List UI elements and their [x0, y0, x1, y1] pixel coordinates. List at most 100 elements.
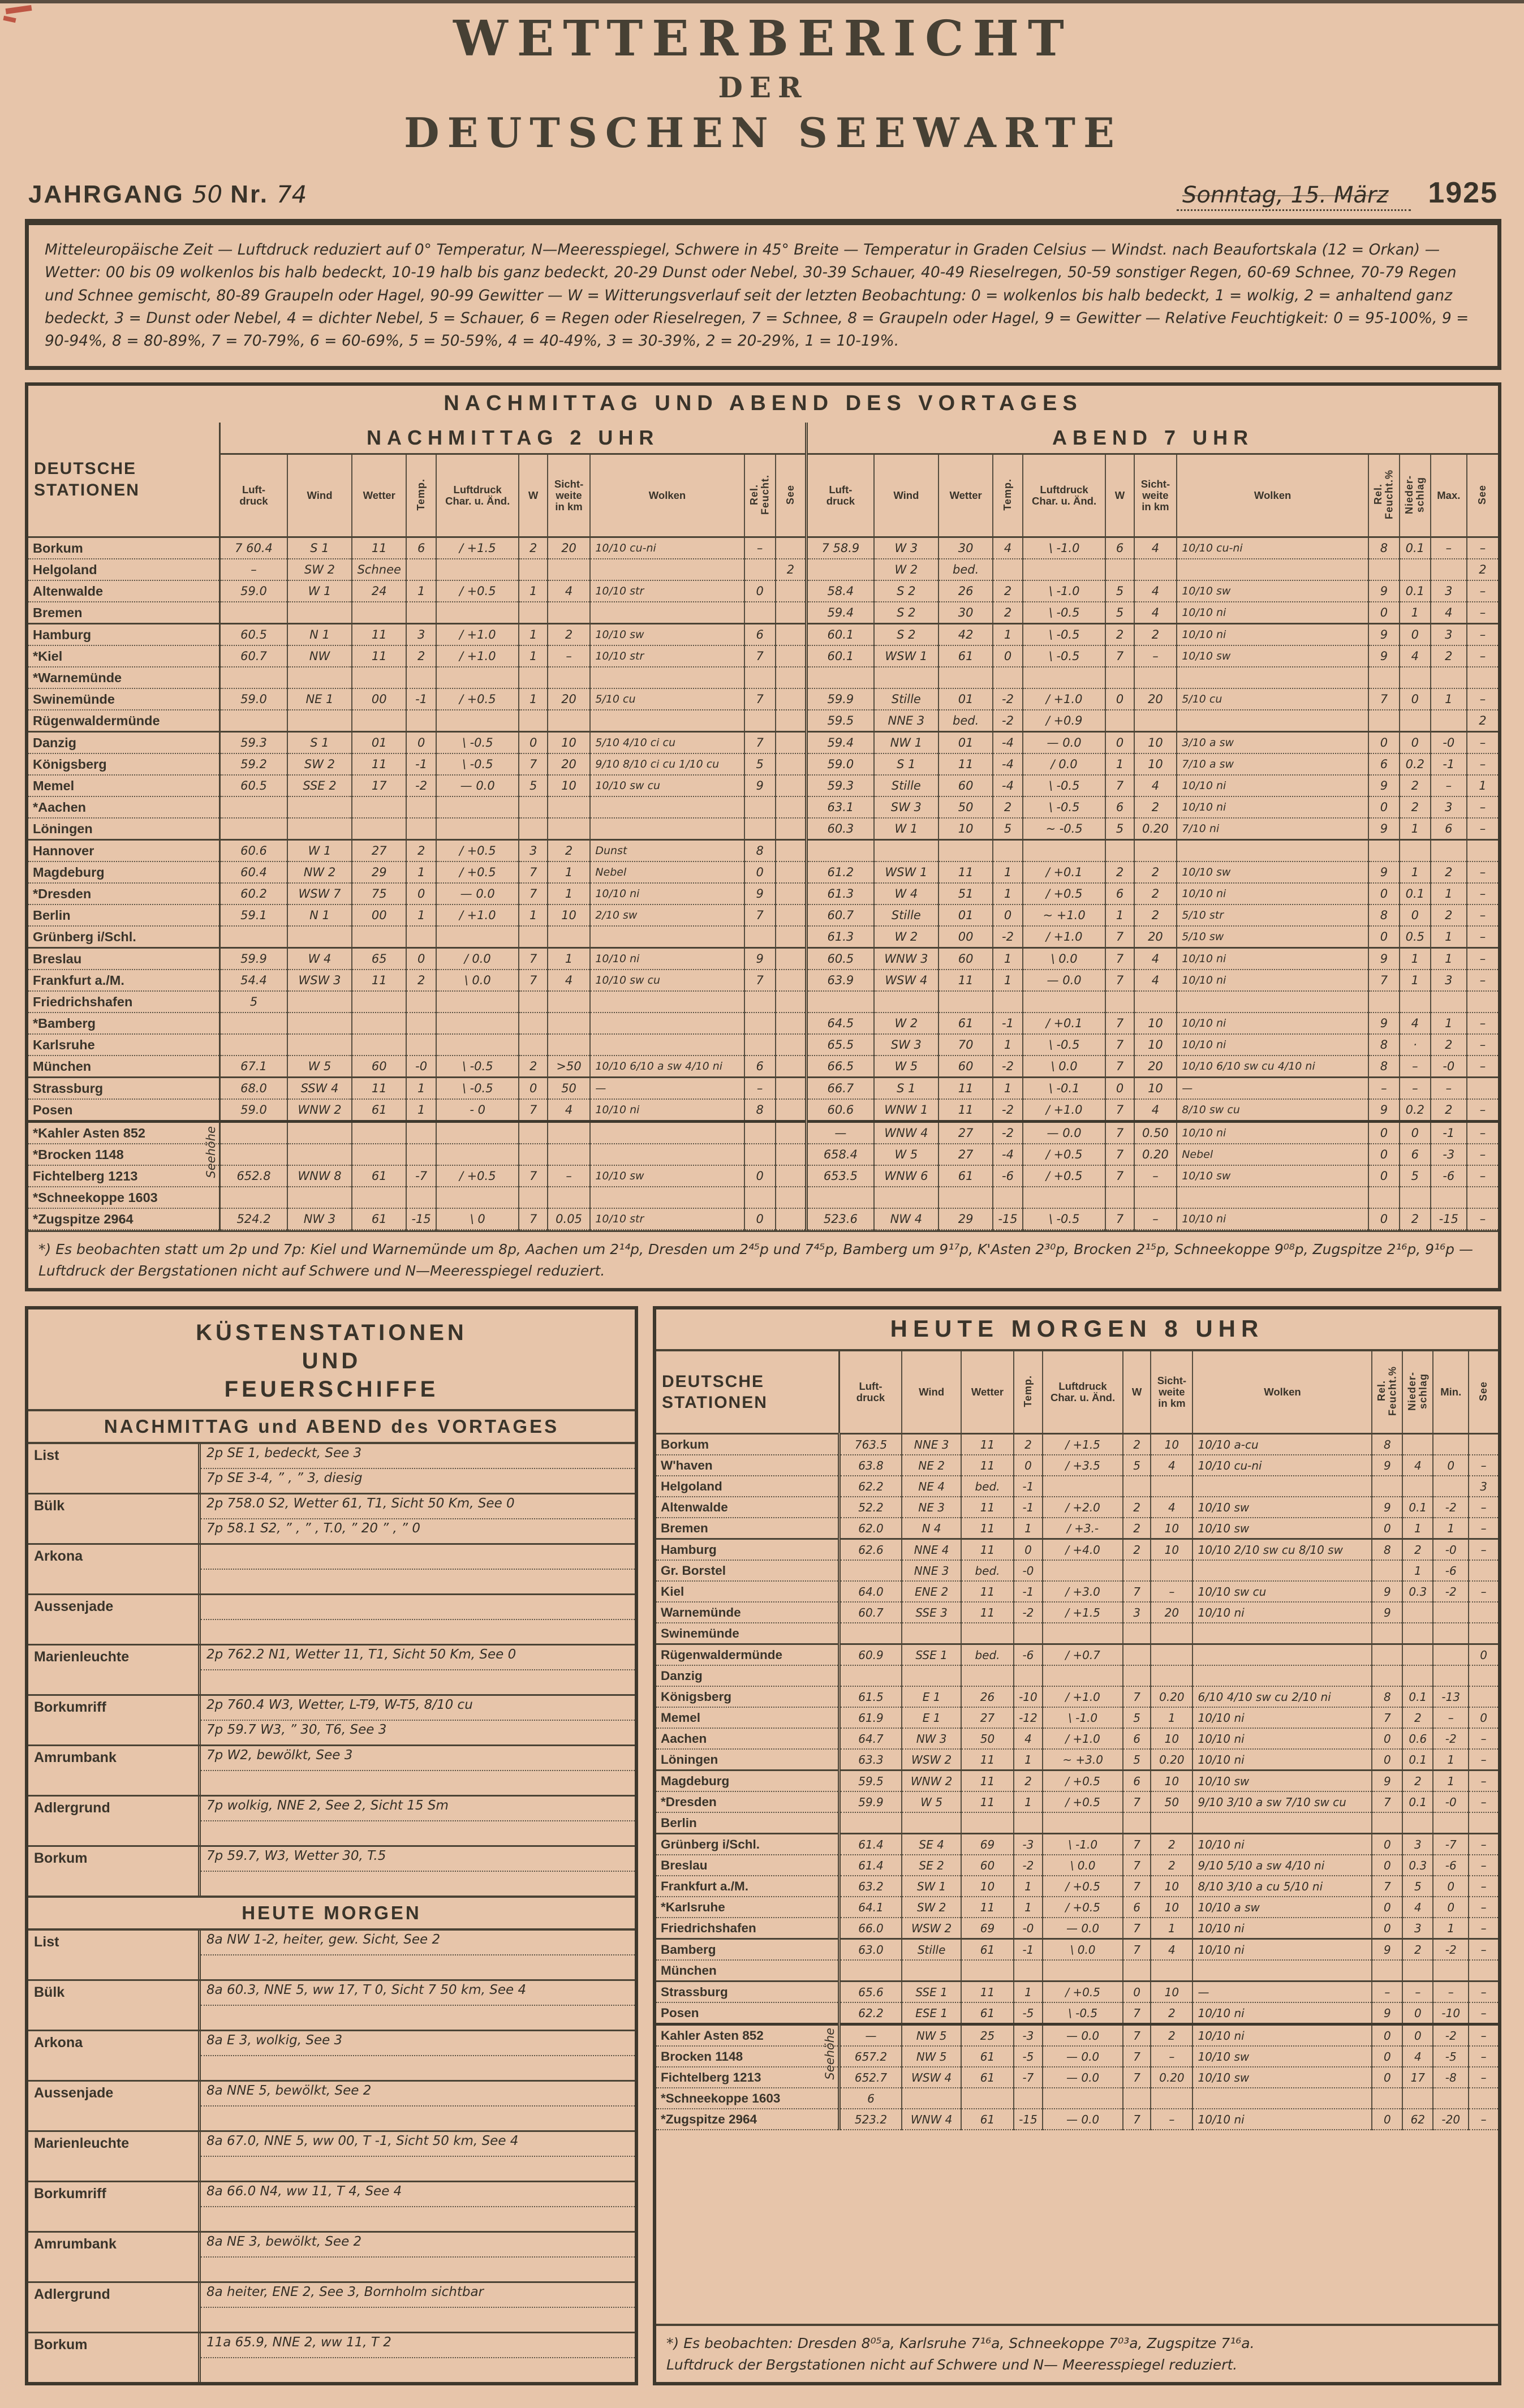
- coastal-row: List 8a NW 1-2, heiter, gew. Sicht, See 2: [28, 1931, 635, 1981]
- observation-line: [201, 2107, 635, 2130]
- data-cell: -0: [1013, 1918, 1043, 1940]
- data-cell: [743, 710, 776, 733]
- station-name: *Schneekoppe 1603: [656, 2088, 841, 2110]
- data-cell: [743, 602, 776, 625]
- observation-line: 8a NE 3, bewölkt, See 2: [201, 2233, 635, 2258]
- table-row: Friedrichshafen 5: [28, 991, 1498, 1014]
- data-cell: [1398, 1187, 1431, 1209]
- data-cell: -4: [992, 731, 1023, 755]
- coastal-entries: 8a NE 3, bewölkt, See 2: [198, 2233, 635, 2282]
- table-row: Posen 62.2 ESE 1 61 -5 \ -0.5 7 2 10/10 ni 9 0 -10–: [656, 2002, 1498, 2026]
- stations-header: DEUTSCHE STATIONEN: [28, 423, 221, 539]
- data-cell: [774, 753, 807, 776]
- station-name: Borkumriff: [34, 1699, 106, 1716]
- data-cell: [286, 1187, 352, 1209]
- data-cell: 60.4: [219, 861, 287, 884]
- observation-line: [201, 1670, 635, 1694]
- data-cell: SSE 1: [901, 1981, 962, 2004]
- data-cell: 0: [1367, 1165, 1400, 1188]
- data-cell: 62.2: [838, 1476, 902, 1498]
- data-cell: –: [1468, 1876, 1498, 1898]
- data-cell: 1: [1013, 1897, 1043, 1919]
- data-cell: [1432, 1623, 1469, 1645]
- data-cell: SSE 2: [286, 775, 352, 798]
- data-cell: 59.0: [219, 580, 287, 603]
- column-header-text: Rel. Feucht.: [748, 474, 771, 515]
- data-cell: 2: [406, 970, 436, 992]
- data-cell: 0.2: [1398, 753, 1431, 776]
- data-cell: —: [838, 2024, 902, 2047]
- data-cell: –: [1466, 645, 1498, 668]
- data-cell: –: [1468, 2024, 1498, 2047]
- data-cell: 30: [938, 602, 993, 625]
- data-cell: 6: [1367, 753, 1400, 776]
- data-cell: [351, 1144, 407, 1166]
- coastal-row: Aussenjade 8a NNE 5, bewölkt, See 2: [28, 2082, 635, 2133]
- data-cell: 20: [546, 753, 591, 776]
- data-cell: 7: [743, 688, 776, 711]
- main-table: DEUTSCHE STATIONEN NACHMITTAG 2 UHR ABEND …: [28, 423, 1498, 1231]
- data-cell: 6: [1122, 1770, 1151, 1793]
- data-cell: 7/10 a sw: [1176, 753, 1368, 776]
- column-header: W: [1105, 454, 1134, 539]
- observation-line: 2p 758.0 S2, Wetter 61, T1, Sicht 50 Km,…: [201, 1494, 635, 1520]
- table-row: Memel 61.9 E 1 27 -12 \ -1.0 5 1 10/10 ni 7 2–0: [656, 1707, 1498, 1729]
- data-cell: 0: [1013, 1539, 1043, 1561]
- data-cell: >50: [546, 1056, 591, 1079]
- column-header: W: [518, 454, 548, 539]
- data-cell: [518, 991, 548, 1014]
- data-cell: 2: [1150, 2002, 1193, 2026]
- data-cell: –: [1468, 1791, 1498, 1813]
- table-row: *Aachen 63.1 SW 3 50 2 \ -0.5 6 2 10/10 ni 0 2 3–: [28, 796, 1498, 819]
- data-cell: 20: [1133, 926, 1177, 949]
- data-cell: WNW 2: [901, 1770, 962, 1793]
- data-cell: –: [1150, 2109, 1193, 2131]
- station-name: Memel: [656, 1707, 841, 1729]
- data-cell: [1371, 2088, 1403, 2110]
- data-cell: 2: [1430, 1034, 1467, 1057]
- data-cell: -2: [1432, 1939, 1469, 1961]
- data-cell: 1: [992, 970, 1023, 992]
- data-cell: / +1.0: [1042, 1686, 1123, 1708]
- data-cell: 63.9: [805, 970, 874, 992]
- data-cell: 8: [1367, 537, 1400, 560]
- data-cell: 1: [406, 1077, 436, 1100]
- data-cell: WNW 4: [873, 1121, 939, 1145]
- data-cell: [1042, 1476, 1123, 1498]
- data-cell: 11: [961, 1749, 1014, 1772]
- data-cell: [901, 1623, 962, 1645]
- data-cell: 59.5: [805, 710, 874, 733]
- data-cell: -2: [992, 710, 1023, 733]
- data-cell: 4: [1402, 1897, 1433, 1919]
- data-cell: Stille: [873, 688, 939, 711]
- data-cell: –: [1468, 1581, 1498, 1603]
- station-name: Borkumriff: [34, 2186, 106, 2202]
- data-cell: [1466, 1077, 1498, 1100]
- station-name: Borkum: [34, 1850, 88, 1867]
- data-cell: [1042, 1960, 1123, 1983]
- data-cell: 10/10 sw: [1192, 2046, 1372, 2068]
- data-cell: [1371, 1476, 1403, 1498]
- data-cell: 5: [992, 818, 1023, 841]
- data-cell: [938, 667, 993, 690]
- data-cell: 7: [1371, 1876, 1403, 1898]
- data-cell: 10/10 ni: [1176, 796, 1368, 819]
- data-cell: 0: [1371, 1918, 1403, 1940]
- table-row: *Kahler Asten 852 — WNW 4 27 -2— 0.0 7 0.50 10/…: [28, 1121, 1498, 1145]
- data-cell: 9: [743, 883, 776, 906]
- data-cell: 9: [1367, 1013, 1400, 1035]
- table-row: Helgoland – SW 2 Schnee 2 W 2 bed. 2: [28, 559, 1498, 581]
- data-cell: [1468, 1665, 1498, 1687]
- station-name: Berlin: [656, 1812, 841, 1835]
- station-name: Bülk: [34, 1498, 65, 1514]
- data-cell: 1: [518, 688, 548, 711]
- data-cell: —: [1176, 1077, 1368, 1100]
- data-cell: 64.1: [838, 1897, 902, 1919]
- station-name: München: [656, 1960, 841, 1983]
- group-title-nachmittag: NACHMITTAG 2 UHR: [219, 423, 807, 455]
- data-cell: [961, 1812, 1014, 1835]
- data-cell: [435, 1144, 519, 1166]
- data-cell: 2: [1013, 1433, 1043, 1456]
- data-cell: –: [1466, 753, 1498, 776]
- data-cell: -10: [1013, 1686, 1043, 1708]
